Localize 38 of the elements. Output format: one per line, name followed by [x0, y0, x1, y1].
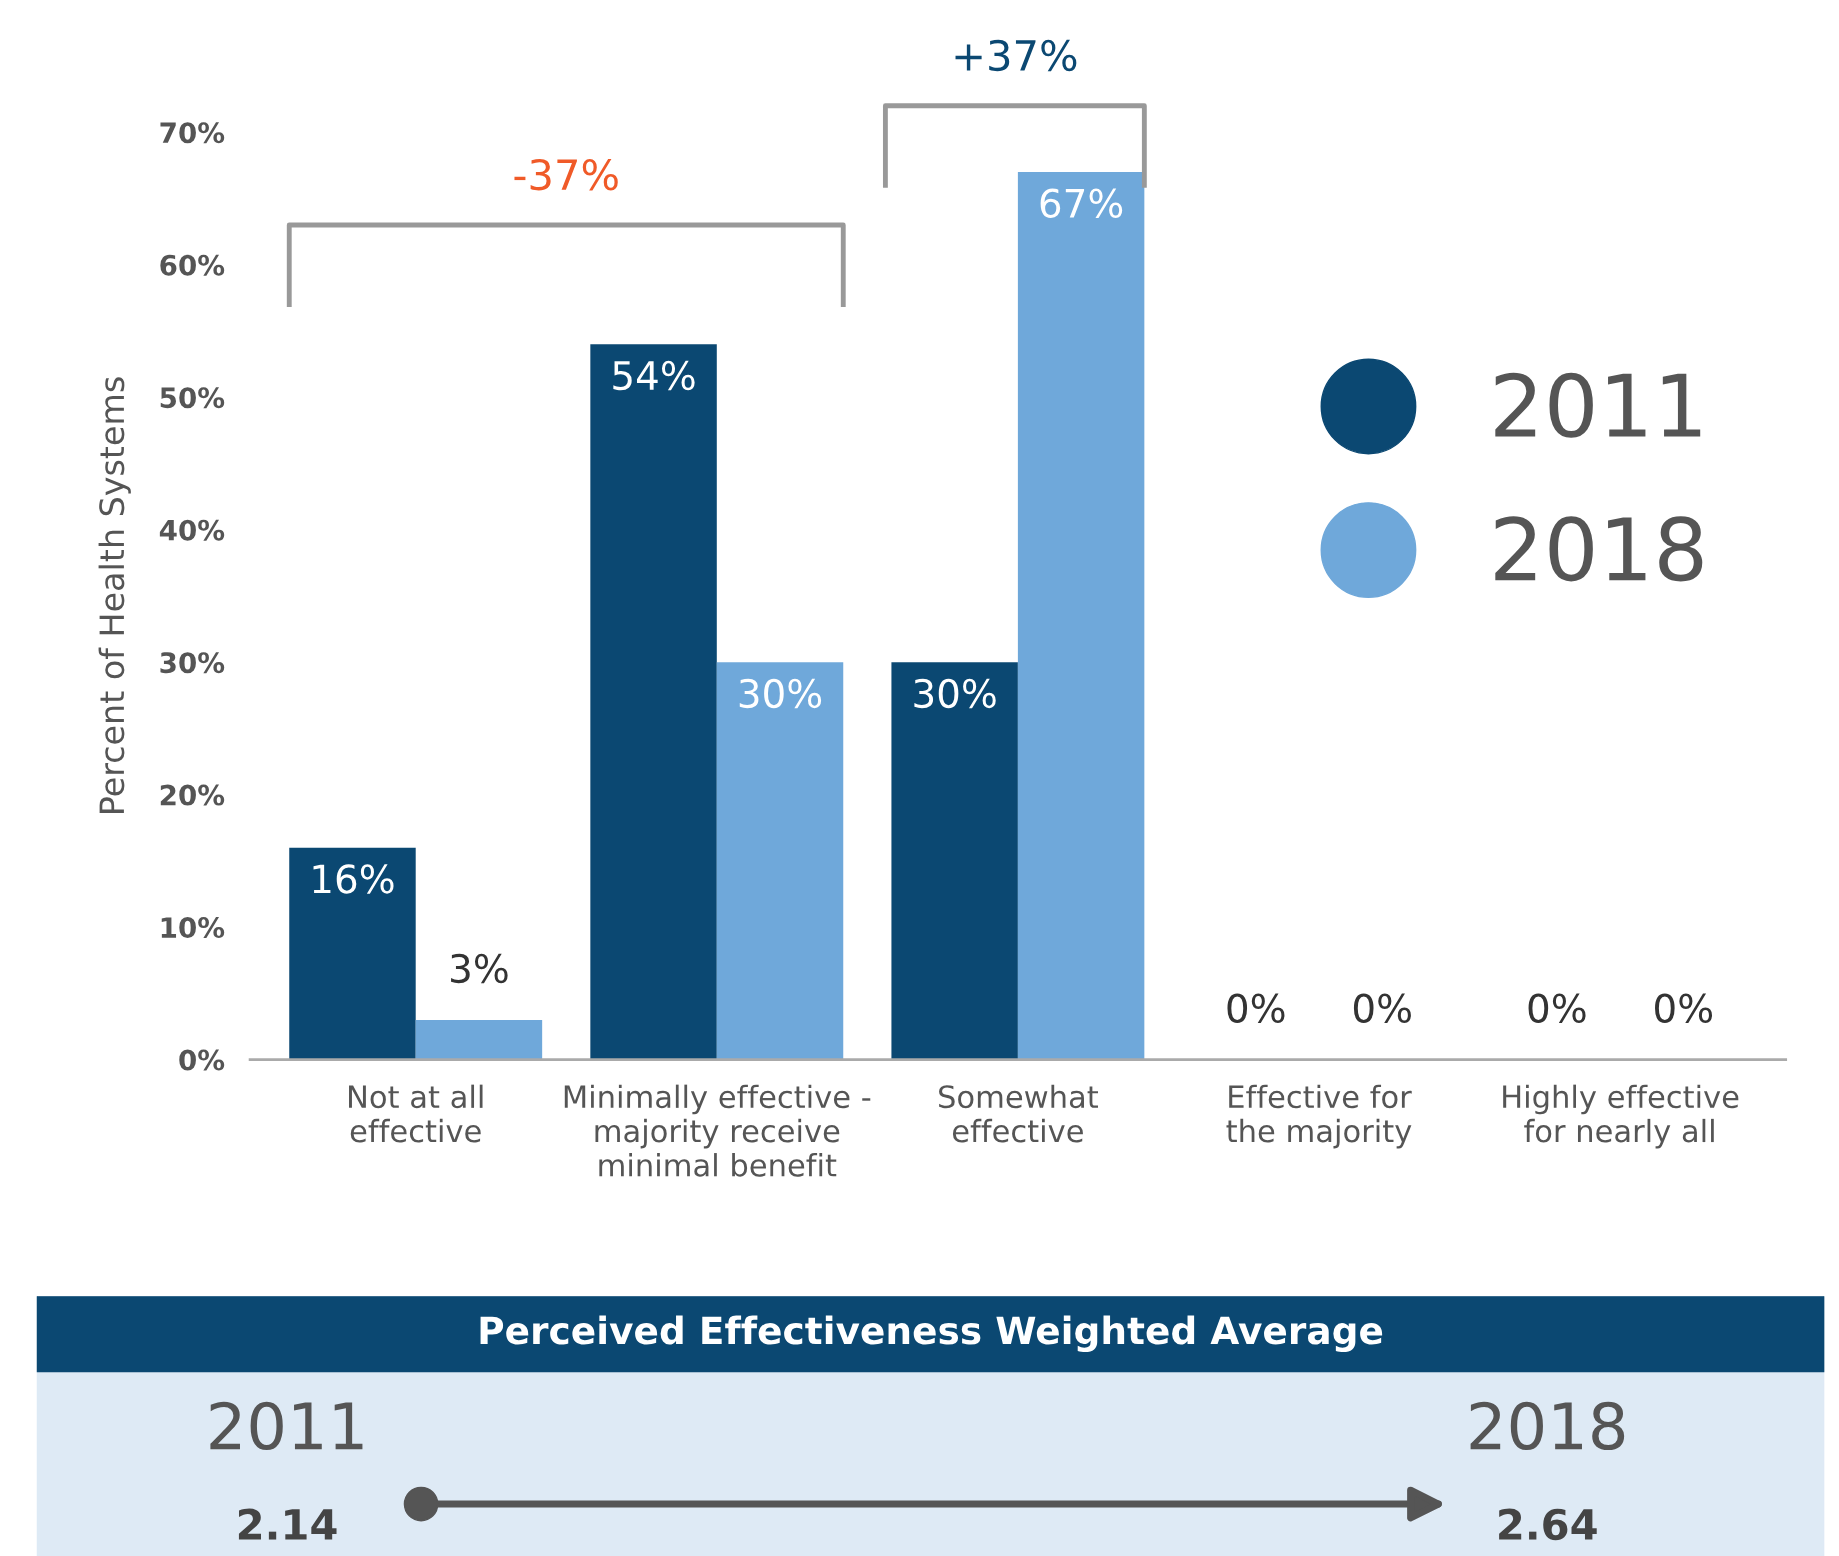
category-label: 2018 [1470, 1401, 1625, 1451]
legend-label: 2011 [1495, 372, 1701, 438]
bar [716, 662, 844, 1060]
text: 3% [451, 953, 508, 984]
y-tick-label: 30% [160, 652, 225, 674]
bar [289, 847, 416, 1060]
legend-label: 2018 [1495, 516, 1703, 582]
category-label: 2011 [210, 1401, 363, 1451]
data-label: 2.14 [238, 1508, 337, 1540]
data-label: 2.64 [1499, 1508, 1597, 1541]
annotation: -37% [514, 158, 618, 191]
x-tick-label: Effective for the majority [1226, 1084, 1412, 1149]
text: +37% [955, 39, 1077, 72]
text: 0% [1655, 993, 1712, 1023]
text: 54% [613, 360, 695, 391]
y-tick-label: 20% [160, 784, 225, 806]
text: 16% [313, 864, 394, 894]
text: 0% [1353, 993, 1411, 1023]
x-tick-label: Somewhat effective [939, 1084, 1099, 1143]
y-tick-label: 70% [160, 122, 225, 144]
y-tick-label: 40% [159, 519, 225, 541]
text: 0% [1227, 993, 1285, 1023]
y-tick-label: 60% [160, 254, 225, 276]
text: Perceived Effectiveness Weighted Average [480, 1315, 1383, 1353]
bar [590, 344, 717, 1060]
y-tick-label: 10% [161, 917, 225, 939]
text: 30% [914, 678, 996, 709]
text: 67% [1040, 188, 1123, 219]
x-tick-label: Not at all effective [349, 1084, 483, 1143]
x-tick-label: Minimally effective - majority receive minimal benefit [564, 1084, 871, 1177]
x-tick-label: Highly effective for nearly all [1503, 1084, 1739, 1149]
bar [415, 1019, 543, 1060]
text: 0% [1528, 993, 1586, 1023]
text: 30% [739, 678, 822, 709]
y-tick-label: 0% [179, 1049, 225, 1071]
y-axis-title: Percent of Health Systems [98, 377, 131, 813]
bar [891, 662, 1018, 1060]
y-tick-label: 50% [160, 387, 225, 409]
